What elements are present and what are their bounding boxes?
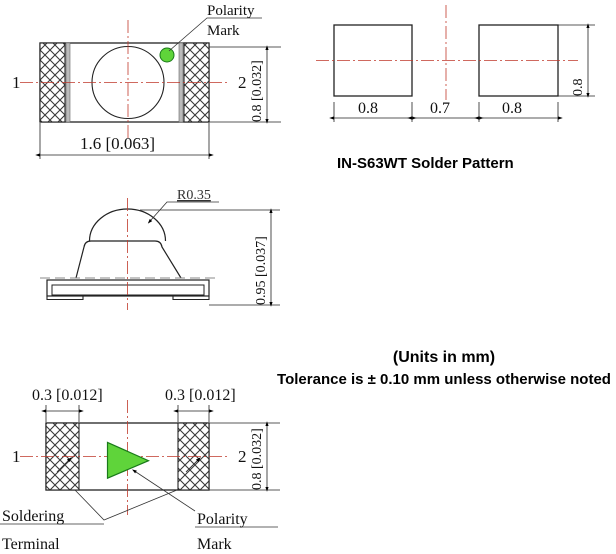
svg-text:(Units in mm): (Units in mm) xyxy=(393,349,495,366)
svg-text:1: 1 xyxy=(12,447,21,466)
svg-text:Polarity: Polarity xyxy=(207,3,255,19)
svg-text:0.3 [0.012]: 0.3 [0.012] xyxy=(165,387,236,404)
svg-text:0.95 [0.037]: 0.95 [0.037] xyxy=(254,236,269,305)
svg-text:Tolerance is ± 0.10 mm unless: Tolerance is ± 0.10 mm unless otherwise … xyxy=(277,371,611,388)
svg-text:2: 2 xyxy=(238,447,247,466)
svg-text:Mark: Mark xyxy=(207,23,240,39)
svg-text:1.6 [0.063]: 1.6 [0.063] xyxy=(80,134,155,153)
svg-text:1: 1 xyxy=(12,73,21,92)
svg-text:Polarity: Polarity xyxy=(197,511,248,528)
svg-text:0.8: 0.8 xyxy=(571,79,586,97)
svg-text:0.8 [0.032]: 0.8 [0.032] xyxy=(250,60,265,122)
svg-text:IN-S63WT Solder Pattern: IN-S63WT Solder Pattern xyxy=(337,155,514,172)
svg-text:2: 2 xyxy=(238,73,247,92)
svg-text:0.7: 0.7 xyxy=(430,100,450,117)
svg-text:R0.35: R0.35 xyxy=(177,188,211,203)
svg-text:Mark: Mark xyxy=(197,536,232,553)
svg-text:0.3 [0.012]: 0.3 [0.012] xyxy=(32,387,103,404)
svg-text:0.8 [0.032]: 0.8 [0.032] xyxy=(250,428,265,490)
svg-text:Terminal: Terminal xyxy=(2,536,60,553)
svg-text:Soldering: Soldering xyxy=(2,508,64,525)
svg-text:0.8: 0.8 xyxy=(358,100,378,117)
svg-text:0.8: 0.8 xyxy=(502,100,522,117)
